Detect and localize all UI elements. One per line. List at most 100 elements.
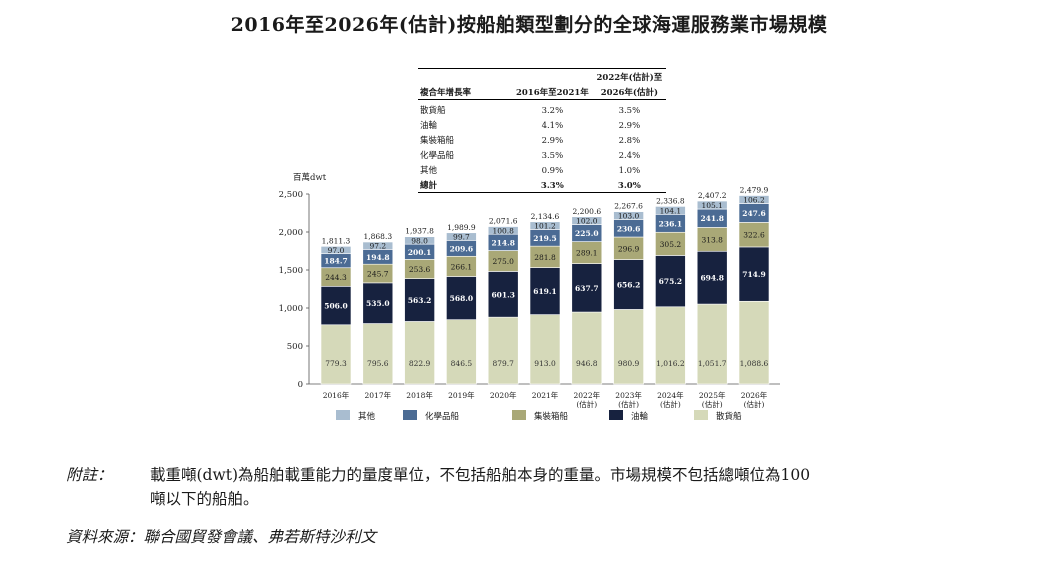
legend-swatch [336, 410, 350, 420]
data-label: 245.7 [367, 270, 389, 279]
data-label: 779.3 [325, 359, 347, 368]
x-tick-label: (估計) [702, 399, 723, 409]
data-label: 98.0 [411, 236, 428, 245]
cagr-row-value-b: 2.8% [618, 136, 641, 146]
bar-segment [613, 211, 644, 220]
data-label: 656.2 [617, 281, 641, 290]
x-tick-label: (估計) [576, 399, 597, 409]
cagr-table-header-top: 2022年(估計)至 [418, 68, 666, 84]
data-label: 219.5 [533, 234, 557, 243]
x-tick-label: 2023年 [615, 390, 642, 400]
cagr-row: 油輪 4.1% 2.9% [418, 117, 666, 132]
data-label: 313.8 [701, 235, 723, 244]
data-label: 506.0 [324, 302, 348, 311]
total-label: 1,989.9 [447, 223, 476, 232]
bar-segment [487, 226, 519, 235]
data-label: 241.8 [700, 214, 724, 223]
bar-segment [655, 306, 686, 385]
x-tick-label: 2016年 [323, 390, 350, 400]
data-label: 1,088.6 [740, 359, 769, 368]
cagr-row-value-b: 2.9% [618, 121, 641, 131]
total-label: 2,479.9 [740, 186, 769, 195]
bar-segment [696, 303, 728, 385]
cagr-row-value-a: 2.9% [541, 136, 564, 146]
cagr-table: 2022年(估計)至 複合年增長率 2016年至2021年 2026年(估計) … [418, 68, 666, 193]
total-label: 2,267.6 [614, 202, 643, 211]
cagr-col3-line1: 2022年(估計)至 [592, 68, 666, 84]
data-label: 102.0 [576, 217, 598, 226]
bar-segment [571, 216, 603, 225]
data-label: 601.3 [491, 290, 515, 299]
data-label: 568.0 [450, 294, 474, 303]
total-label: 2,071.6 [489, 217, 518, 226]
x-tick-label: (估計) [744, 399, 765, 409]
bar-segment [655, 255, 686, 308]
data-label: 194.8 [366, 253, 390, 262]
legend-label: 油輪 [631, 411, 649, 422]
data-label: 200.1 [408, 248, 432, 257]
data-label: 236.1 [659, 219, 683, 228]
cagr-row-value-b: 1.0% [618, 166, 641, 176]
bar-segment [487, 271, 519, 318]
data-label: 946.8 [576, 359, 598, 368]
data-label: 637.7 [575, 284, 599, 293]
cagr-row-name: 化學品船 [420, 151, 455, 161]
cagr-row: 散貨船 3.2% 3.5% [418, 100, 666, 118]
bar-segment [320, 324, 352, 385]
x-tick-label: 2021年 [532, 390, 559, 400]
data-label: 266.1 [451, 262, 472, 271]
y-tick-label: 1,000 [279, 304, 303, 314]
source-note: 資料來源：聯合國貿發會議、弗若斯特沙利文 [66, 528, 377, 546]
x-tick-label: (估計) [618, 399, 639, 409]
x-tick-label: (估計) [660, 399, 681, 409]
x-tick-label: 2020年 [490, 390, 517, 400]
cagr-total-name: 總計 [418, 177, 512, 193]
data-label: 225.0 [575, 229, 599, 238]
page-title: 2016年至2026年(估計)按船舶類型劃分的全球海運服務業市場規模 [230, 14, 828, 36]
data-label: 1,016.2 [656, 359, 685, 368]
legend-swatch [403, 410, 417, 420]
cagr-row-value-a: 3.2% [541, 106, 564, 116]
data-label: 619.1 [533, 287, 557, 296]
legend-swatch [512, 410, 526, 420]
bar-segment [613, 259, 644, 310]
x-tick-label: 2017年 [365, 390, 392, 400]
data-label: 247.6 [742, 209, 766, 218]
y-axis-label: 百萬dwt [293, 172, 327, 183]
data-label: 105.1 [701, 201, 722, 210]
footnote-line: 噸以下的船舶。 [150, 490, 259, 508]
x-tick-label: 2018年 [406, 390, 433, 400]
cagr-row-name: 散貨船 [420, 106, 446, 116]
data-label: 563.2 [408, 296, 432, 305]
bar-segment [446, 276, 477, 320]
bar-segment [613, 309, 644, 385]
cagr-row-value-a: 0.9% [541, 166, 564, 176]
cagr-total-value-b: 3.0% [592, 177, 666, 193]
bar-segment [446, 319, 477, 385]
total-label: 1,868.3 [363, 232, 392, 241]
bar-segment [571, 311, 603, 385]
bar-segment [404, 236, 435, 245]
cagr-row-value-a: 4.1% [541, 121, 564, 131]
data-label: 101.2 [534, 222, 556, 231]
cagr-row-value-b: 3.5% [618, 106, 641, 116]
data-label: 97.2 [369, 242, 386, 251]
cagr-row: 其他 0.9% 1.0% [418, 162, 666, 177]
bar-segment [655, 206, 686, 215]
total-label: 1,811.3 [322, 236, 351, 245]
total-label: 2,336.8 [656, 196, 685, 205]
data-label: 281.8 [534, 253, 556, 262]
data-label: 244.3 [325, 273, 347, 282]
cagr-total-value-a: 3.3% [512, 177, 593, 193]
legend-label: 散貨船 [716, 411, 742, 422]
footnote-label: 附註： [66, 466, 113, 484]
data-label: 214.8 [491, 238, 515, 247]
bar-segment [446, 232, 477, 241]
data-label: 184.7 [324, 257, 348, 266]
data-label: 980.9 [618, 359, 640, 368]
bar-segment [320, 286, 352, 326]
x-tick-label: 2022年 [574, 390, 601, 400]
cagr-col2-header: 2016年至2021年 [512, 84, 593, 100]
cagr-row-name: 其他 [420, 166, 438, 176]
cagr-row-value-a: 3.5% [541, 151, 564, 161]
